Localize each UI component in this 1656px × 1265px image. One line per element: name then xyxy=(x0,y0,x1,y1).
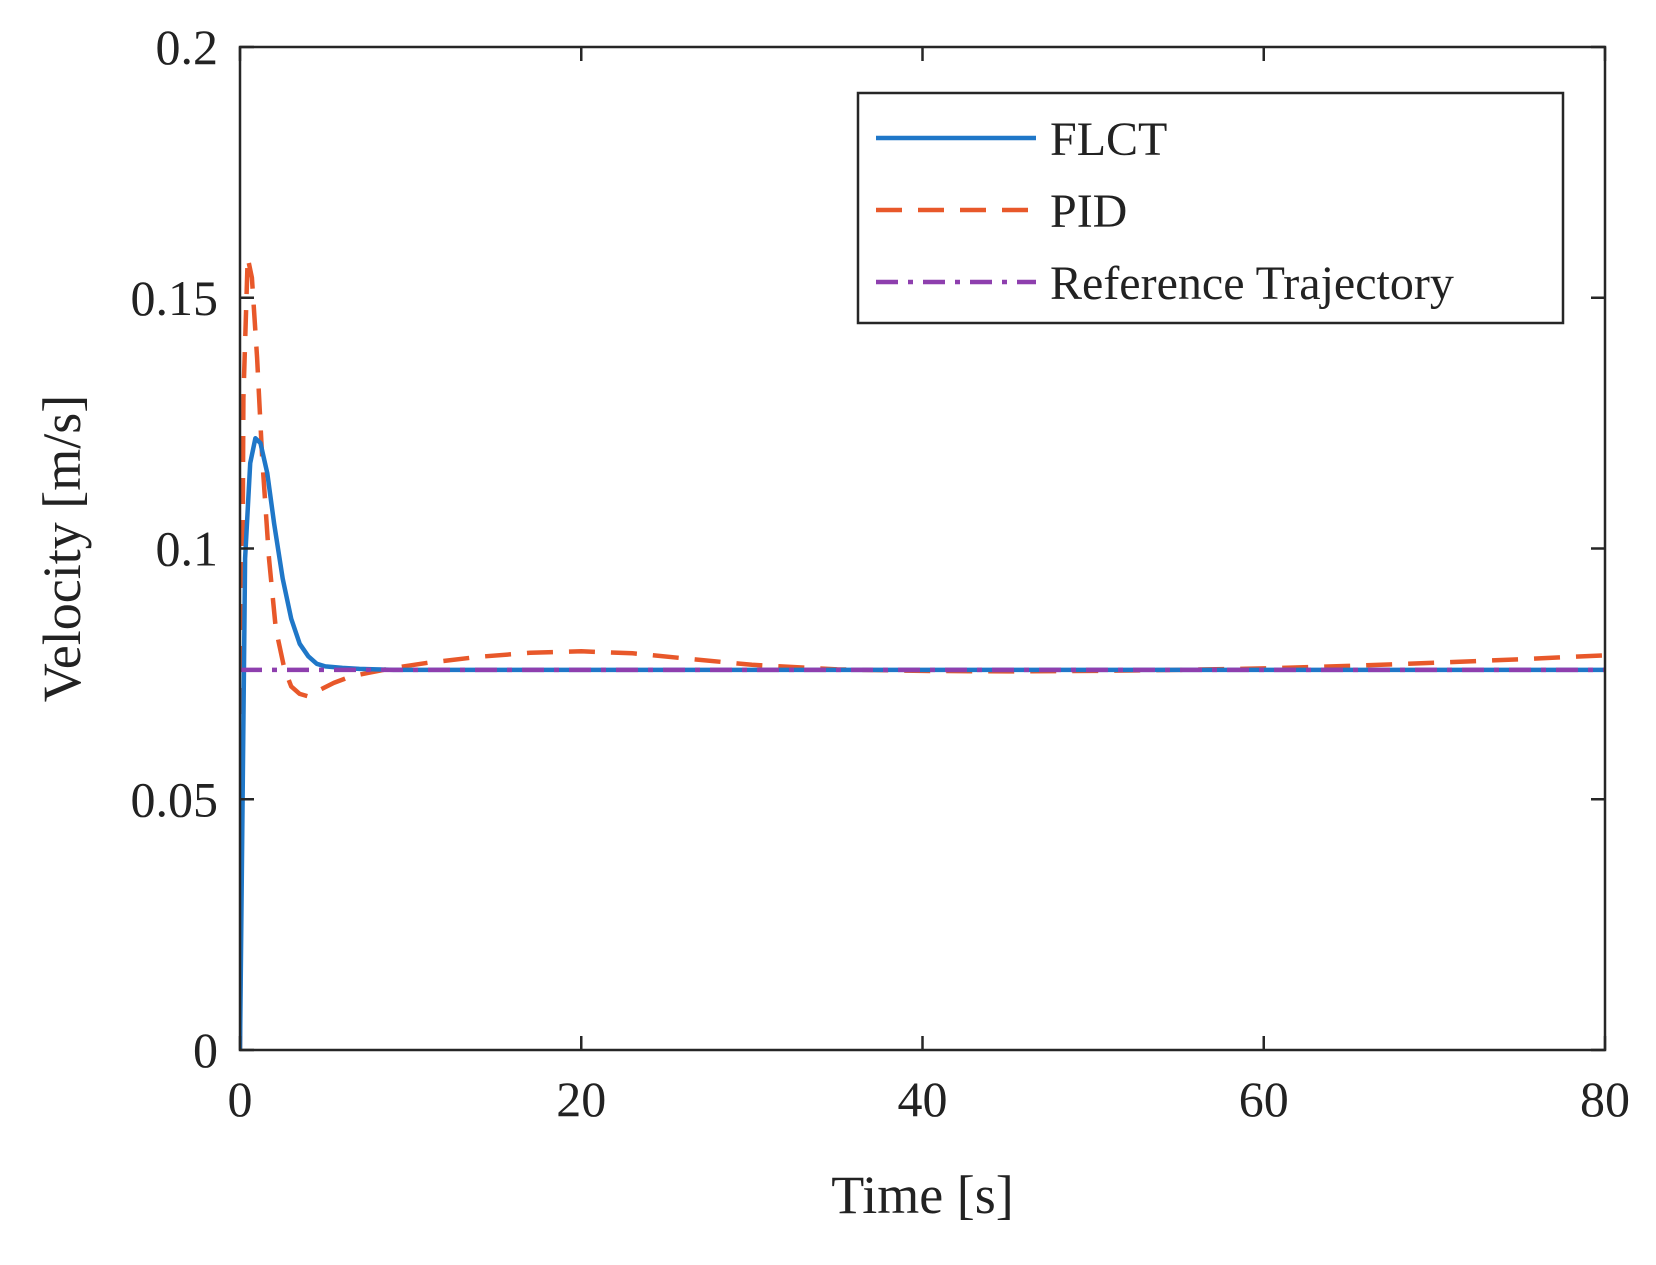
y-axis-label: Velocity [m/s] xyxy=(32,395,92,702)
ticks-layer: 0 20 40 60 80 0 0.05 0.1 0.15 0.2 xyxy=(131,19,1631,1127)
x-axis-label: Time [s] xyxy=(831,1165,1014,1225)
y-tick-label: 0.1 xyxy=(156,521,219,577)
x-tick-label: 20 xyxy=(556,1071,606,1127)
series-layer xyxy=(240,255,1605,1050)
legend-label-pid: PID xyxy=(1050,185,1127,238)
x-tick-label: 40 xyxy=(898,1071,948,1127)
legend-label-flct: FLCT xyxy=(1050,113,1167,166)
x-tick-label: 60 xyxy=(1239,1071,1289,1127)
legend: FLCT PID Reference Trajectory xyxy=(856,91,1565,325)
y-tick-label: 0.05 xyxy=(131,771,219,827)
y-tick-label: 0.15 xyxy=(131,270,219,326)
x-tick-label: 0 xyxy=(228,1071,253,1127)
x-tick-label: 80 xyxy=(1580,1071,1630,1127)
y-tick-label: 0.2 xyxy=(156,19,219,75)
y-tick-label: 0 xyxy=(193,1022,218,1078)
series-line-pid xyxy=(240,255,1605,1050)
series-line-flct xyxy=(240,435,1605,1050)
legend-label-reference-trajectory: Reference Trajectory xyxy=(1050,257,1454,310)
